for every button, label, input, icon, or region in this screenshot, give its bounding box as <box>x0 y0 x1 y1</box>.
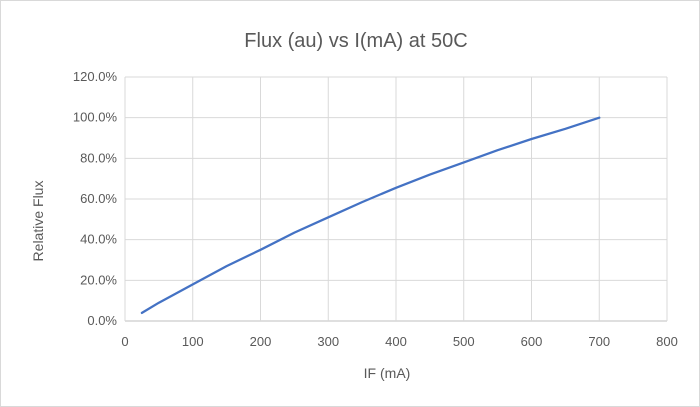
y-tick-label: 80.0% <box>80 150 117 165</box>
y-tick-label: 100.0% <box>73 110 118 125</box>
gridlines <box>124 76 668 322</box>
y-axis-title: Relative Flux <box>30 181 46 262</box>
x-tick-label: 400 <box>385 334 407 349</box>
x-tick-label: 800 <box>656 334 678 349</box>
x-tick-label: 600 <box>521 334 543 349</box>
series-layer <box>140 116 601 315</box>
x-axis-title: IF (mA) <box>364 365 411 381</box>
y-tick-label: 20.0% <box>80 272 117 287</box>
x-tick-label: 500 <box>453 334 475 349</box>
x-axis-ticks: 0 100 200 300 400 500 600 700 800 <box>121 334 677 349</box>
y-tick-label: 40.0% <box>80 232 117 247</box>
chart-title: Flux (au) vs I(mA) at 50C <box>244 30 467 52</box>
y-axis-ticks: 0.0% 20.0% 40.0% 60.0% 80.0% 100.0% 120.0% <box>73 69 118 328</box>
x-tick-label: 100 <box>182 334 204 349</box>
y-tick-label: 60.0% <box>80 191 117 206</box>
x-tick-label: 700 <box>588 334 610 349</box>
x-tick-label: 0 <box>121 334 128 349</box>
y-tick-label: 120.0% <box>73 69 118 84</box>
x-tick-label: 200 <box>250 334 272 349</box>
y-tick-label: 0.0% <box>87 313 117 328</box>
x-tick-label: 300 <box>317 334 339 349</box>
series-line <box>140 116 601 315</box>
